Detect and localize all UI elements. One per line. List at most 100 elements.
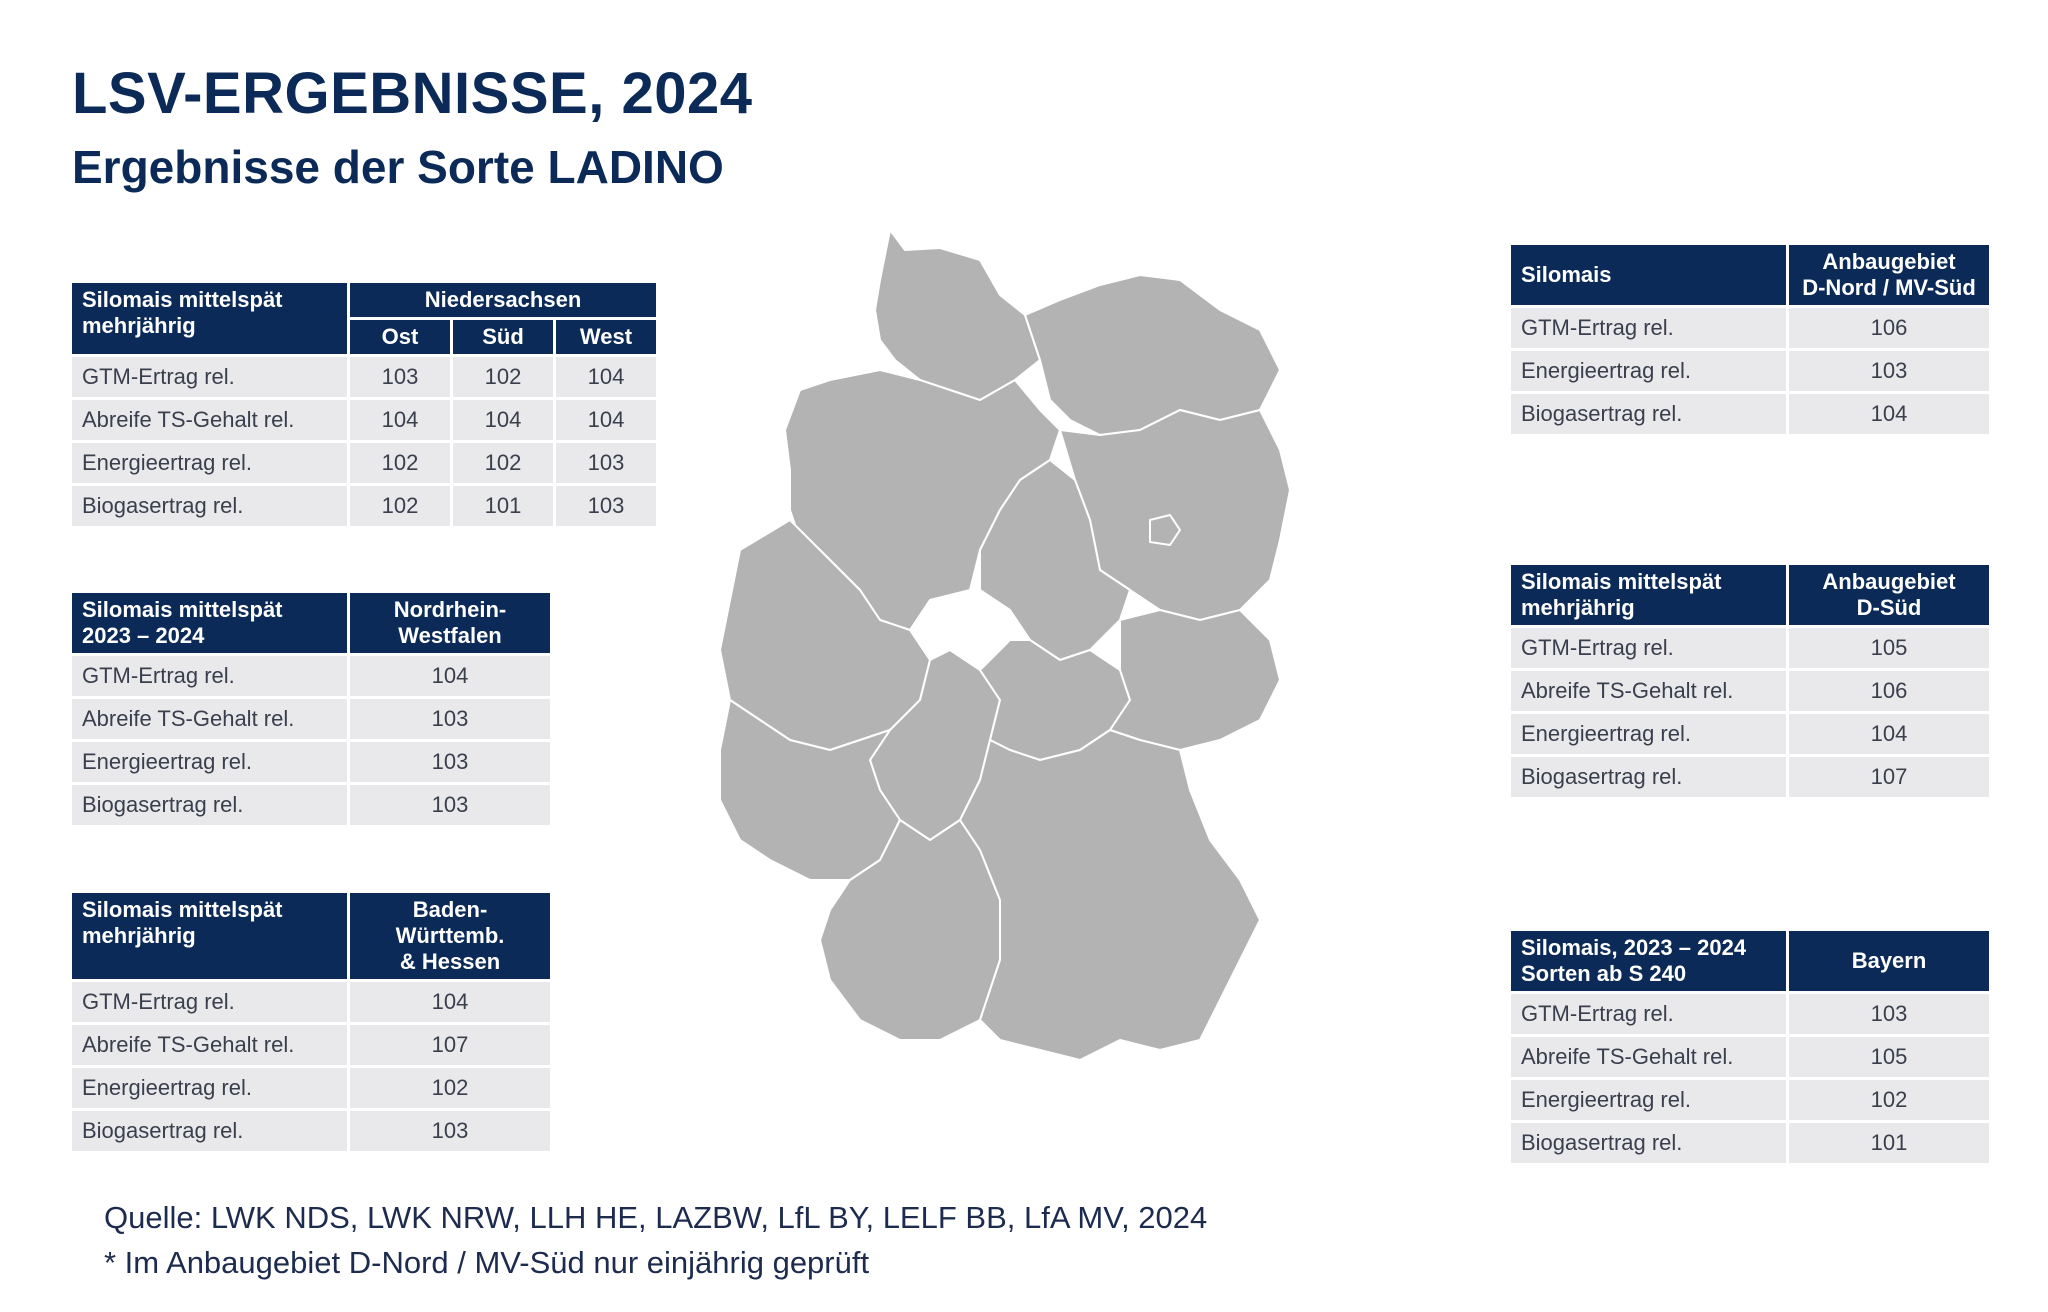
- germany-map: [680, 220, 1380, 1170]
- table-nordrhein-westfalen: Silomais mittelspät 2023 – 2024 Nordrhei…: [69, 590, 553, 828]
- cell-value: 104: [1789, 394, 1989, 434]
- row-label: GTM-Ertrag rel.: [1511, 994, 1786, 1034]
- table-row: Abreife TS-Gehalt rel. 107: [72, 1025, 550, 1065]
- row-label: GTM-Ertrag rel.: [1511, 628, 1786, 668]
- table-header-region: Nordrhein- Westfalen: [350, 593, 550, 653]
- cell-value: 107: [1789, 757, 1989, 797]
- table-row: Energieertrag rel. 103: [1511, 351, 1989, 391]
- cell-value: 101: [1789, 1123, 1989, 1163]
- cell-value: 104: [556, 400, 656, 440]
- row-label: Energieertrag rel.: [1511, 351, 1786, 391]
- cell-value: 107: [350, 1025, 550, 1065]
- table-header-region: Niedersachsen: [350, 283, 656, 317]
- column-header: Ost: [350, 320, 450, 354]
- table-header-region: Anbaugebiet D-Süd: [1789, 565, 1989, 625]
- cell-value: 103: [556, 443, 656, 483]
- cell-value: 103: [556, 486, 656, 526]
- cell-value: 104: [1789, 714, 1989, 754]
- state-sachsen: [1109, 609, 1281, 751]
- page-subtitle: Ergebnisse der Sorte LADINO: [72, 141, 724, 193]
- table-row: GTM-Ertrag rel. 106: [1511, 308, 1989, 348]
- table-row: Energieertrag rel. 104: [1511, 714, 1989, 754]
- cell-value: 103: [350, 357, 450, 397]
- cell-value: 101: [453, 486, 553, 526]
- row-label: GTM-Ertrag rel.: [1511, 308, 1786, 348]
- row-label: Energieertrag rel.: [1511, 1080, 1786, 1120]
- cell-value: 102: [350, 486, 450, 526]
- row-label: Abreife TS-Gehalt rel.: [72, 1025, 347, 1065]
- row-label: Biogasertrag rel.: [1511, 1123, 1786, 1163]
- table-row: GTM-Ertrag rel. 104: [72, 656, 550, 696]
- table-header-label: Silomais mittelspät mehrjährig: [72, 893, 347, 979]
- table-row: Abreife TS-Gehalt rel. 105: [1511, 1037, 1989, 1077]
- table-row: GTM-Ertrag rel. 104: [72, 982, 550, 1022]
- cell-value: 105: [1789, 1037, 1989, 1077]
- table-header-label: Silomais mittelspät mehrjährig: [72, 283, 347, 354]
- table-header-label: Silomais mittelspät mehrjährig: [1511, 565, 1786, 625]
- table-header-label: Silomais: [1511, 245, 1786, 305]
- table-row: Biogasertrag rel. 107: [1511, 757, 1989, 797]
- cell-value: 103: [350, 1111, 550, 1151]
- cell-value: 103: [1789, 351, 1989, 391]
- row-label: Energieertrag rel.: [72, 742, 347, 782]
- table-d-sued: Silomais mittelspät mehrjährig Anbaugebi…: [1508, 562, 1992, 800]
- row-label: Biogasertrag rel.: [1511, 757, 1786, 797]
- state-bayern: [959, 729, 1261, 1061]
- footer-source: Quelle: LWK NDS, LWK NRW, LLH HE, LAZBW,…: [104, 1200, 1208, 1235]
- row-label: Biogasertrag rel.: [72, 486, 347, 526]
- table-row: Biogasertrag rel. 102 101 103: [72, 486, 656, 526]
- table-bayern: Silomais, 2023 – 2024 Sorten ab S 240 Ba…: [1508, 928, 1992, 1166]
- cell-value: 102: [350, 443, 450, 483]
- row-label: Energieertrag rel.: [1511, 714, 1786, 754]
- column-header: Süd: [453, 320, 553, 354]
- state-mecklenburg-vorpommern: [1024, 274, 1281, 436]
- footer-note: * Im Anbaugebiet D-Nord / MV-Süd nur ein…: [104, 1245, 870, 1280]
- cell-value: 103: [1789, 994, 1989, 1034]
- table-row: GTM-Ertrag rel. 105: [1511, 628, 1989, 668]
- cell-value: 104: [453, 400, 553, 440]
- row-label: Abreife TS-Gehalt rel.: [72, 400, 347, 440]
- row-label: GTM-Ertrag rel.: [72, 656, 347, 696]
- cell-value: 106: [1789, 308, 1989, 348]
- table-d-nord-mv-sued: Silomais Anbaugebiet D-Nord / MV-Süd GTM…: [1508, 242, 1992, 437]
- row-label: Abreife TS-Gehalt rel.: [1511, 1037, 1786, 1077]
- table-row: GTM-Ertrag rel. 103 102 104: [72, 357, 656, 397]
- cell-value: 104: [556, 357, 656, 397]
- cell-value: 102: [453, 357, 553, 397]
- cell-value: 102: [350, 1068, 550, 1108]
- row-label: Biogasertrag rel.: [72, 785, 347, 825]
- table-row: Biogasertrag rel. 103: [72, 785, 550, 825]
- table-row: Abreife TS-Gehalt rel. 103: [72, 699, 550, 739]
- table-row: Energieertrag rel. 102: [1511, 1080, 1989, 1120]
- germany-map-svg: [719, 229, 1291, 1061]
- cell-value: 106: [1789, 671, 1989, 711]
- table-niedersachsen: Silomais mittelspät mehrjährig Niedersac…: [69, 280, 659, 529]
- cell-value: 104: [350, 982, 550, 1022]
- page-title: LSV-ERGEBNISSE, 2024: [72, 61, 753, 126]
- row-label: Energieertrag rel.: [72, 443, 347, 483]
- table-row: Abreife TS-Gehalt rel. 106: [1511, 671, 1989, 711]
- row-label: Energieertrag rel.: [72, 1068, 347, 1108]
- table-header-region: Anbaugebiet D-Nord / MV-Süd: [1789, 245, 1989, 305]
- cell-value: 102: [1789, 1080, 1989, 1120]
- table-row: Biogasertrag rel. 104: [1511, 394, 1989, 434]
- row-label: Biogasertrag rel.: [1511, 394, 1786, 434]
- cell-value: 105: [1789, 628, 1989, 668]
- cell-value: 104: [350, 656, 550, 696]
- table-row: Biogasertrag rel. 101: [1511, 1123, 1989, 1163]
- table-row: Abreife TS-Gehalt rel. 104 104 104: [72, 400, 656, 440]
- cell-value: 104: [350, 400, 450, 440]
- table-row: Energieertrag rel. 102: [72, 1068, 550, 1108]
- cell-value: 102: [453, 443, 553, 483]
- table-header-region: Bayern: [1789, 931, 1989, 991]
- row-label: GTM-Ertrag rel.: [72, 357, 347, 397]
- row-label: Abreife TS-Gehalt rel.: [72, 699, 347, 739]
- cell-value: 103: [350, 699, 550, 739]
- row-label: GTM-Ertrag rel.: [72, 982, 347, 1022]
- table-row: Biogasertrag rel. 103: [72, 1111, 550, 1151]
- table-row: GTM-Ertrag rel. 103: [1511, 994, 1989, 1034]
- row-label: Abreife TS-Gehalt rel.: [1511, 671, 1786, 711]
- table-header-label: Silomais mittelspät 2023 – 2024: [72, 593, 347, 653]
- table-baden-wuerttemberg-hessen: Silomais mittelspät mehrjährig Baden-Wür…: [69, 890, 553, 1154]
- cell-value: 103: [350, 742, 550, 782]
